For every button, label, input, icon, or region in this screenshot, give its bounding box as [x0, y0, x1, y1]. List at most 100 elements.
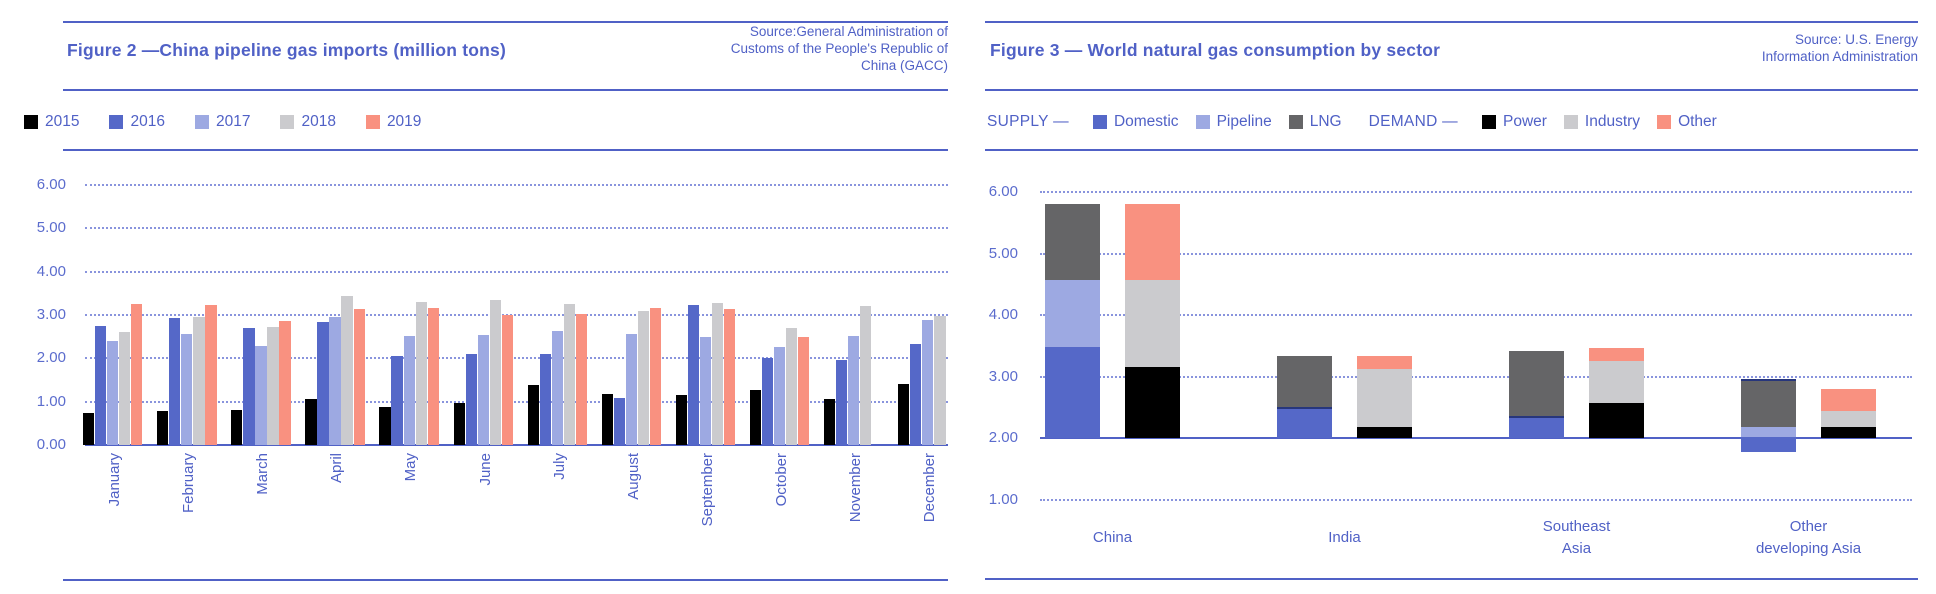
bar-2018-February [193, 316, 205, 445]
bar-2018-March [267, 327, 279, 445]
bar-2019-January [131, 304, 143, 445]
figure3-axis-line [1040, 437, 1912, 439]
figure2-top-rule [63, 21, 948, 23]
figure3-y-tick-label: 6.00 [988, 183, 1018, 200]
segment-Industry-China-demand [1125, 279, 1180, 368]
bar-2016-October [761, 358, 774, 445]
legend-swatch-2018 [280, 115, 295, 129]
figure3-title-rule [985, 89, 1918, 91]
legend-group-label: SUPPLY — [987, 113, 1069, 130]
category-label-Other developing Asia: Other developing Asia [1755, 518, 1862, 557]
legend-item-LNG: LNG [1288, 113, 1342, 131]
segment-Power-Southeast Asia-demand [1589, 402, 1644, 438]
segment-Power-Other developing Asia-demand [1821, 426, 1876, 438]
bar-2019-February [205, 305, 217, 445]
bar-2015-October [749, 389, 762, 445]
bar-2018-November [860, 305, 872, 445]
month-label-October: October [772, 453, 790, 507]
figure3-gridline [1040, 314, 1912, 316]
segment-LNG-India-supply [1277, 356, 1332, 408]
legend-label-Other: Other [1678, 113, 1717, 130]
figure3-gridline [1040, 498, 1912, 501]
bar-2018-June [489, 299, 501, 445]
legend-item-Other: Other [1657, 113, 1717, 131]
month-label-December: December [921, 453, 939, 523]
bar-2016-February [169, 318, 181, 445]
month-label-February: February [180, 453, 198, 514]
bar-2018-July [563, 303, 576, 445]
bar-2019-August [649, 308, 662, 445]
month-label-March: March [254, 453, 272, 495]
bar-2018-May [415, 302, 427, 445]
segment-Domestic-Other developing Asia-supply [1741, 436, 1796, 453]
figure3-top-rule [985, 21, 1918, 23]
legend-label-Industry: Industry [1584, 113, 1641, 130]
figure2-gridline [85, 400, 948, 403]
bar-2017-April [329, 317, 341, 445]
figure3-gridline [1040, 375, 1912, 378]
bar-2017-August [625, 334, 638, 445]
legend-label-Pipeline: Pipeline [1216, 113, 1272, 130]
legend-swatch-2019 [365, 115, 380, 129]
figure3-y-tick-label: 1.00 [988, 490, 1018, 508]
bar-2017-February [181, 333, 193, 445]
legend-item-2016: 2016 [109, 113, 165, 131]
figure2-gridline [85, 357, 948, 360]
figure2-gridline [85, 314, 948, 316]
bar-2017-March [255, 346, 267, 445]
bar-2019-May [427, 307, 439, 445]
bar-2018-October [786, 328, 798, 445]
legend-swatch-2015 [24, 115, 38, 129]
bar-2018-April [341, 295, 353, 445]
bar-2015-January [83, 412, 95, 445]
bar-2016-April [317, 322, 329, 445]
legend-label-2015: 2015 [45, 113, 80, 130]
legend-swatch-Other [1657, 115, 1672, 129]
category-label-Southeast Asia: Southeast Asia [1542, 518, 1611, 557]
bar-2018-December [934, 316, 946, 445]
bar-2017-July [551, 331, 563, 445]
legend-swatch-Power [1481, 115, 1496, 129]
bar-2015-June [453, 403, 465, 445]
segment-LNG-China-supply [1045, 204, 1100, 280]
bar-2019-April [353, 308, 365, 445]
legend-label-Power: Power [1502, 113, 1547, 130]
figure2-x-axis-line [85, 444, 948, 446]
legend-item-Domestic: Domestic [1092, 113, 1179, 131]
segment-Other-India-demand [1357, 356, 1412, 370]
legend-swatch-LNG [1288, 115, 1303, 129]
segment-Power-India-demand [1357, 426, 1412, 438]
bar-2018-September [711, 303, 724, 445]
bar-2015-March [231, 410, 243, 445]
legend-item-Industry: Industry [1563, 113, 1641, 131]
figure3-y-tick-label: 2.00 [988, 429, 1018, 446]
segment-Other-Other developing Asia-demand [1821, 388, 1876, 411]
bar-2016-July [539, 354, 551, 445]
figure3-title: Figure 3 — World natural gas consumption… [990, 40, 1441, 60]
bar-2017-May [403, 335, 415, 445]
legend-label-2018: 2018 [301, 113, 336, 130]
bar-2017-June [477, 334, 489, 445]
month-label-July: July [550, 453, 568, 480]
legend-swatch-2016 [109, 115, 124, 129]
bar-2016-May [391, 355, 403, 445]
bar-2019-June [501, 314, 513, 445]
figure2-gridline [85, 227, 948, 230]
legend-label-Domestic: Domestic [1113, 113, 1179, 130]
figure2-source: Source:General Administration of Customs… [730, 24, 948, 73]
segment-Pipeline-Other developing Asia-supply [1741, 426, 1796, 437]
segment-Pipeline-China-supply [1045, 279, 1100, 347]
segment-Domestic-China-supply [1045, 346, 1100, 438]
legend-item-2015: 2015 [24, 113, 79, 131]
legend-label-2016: 2016 [130, 113, 165, 130]
figure2-legend-rule [63, 149, 948, 151]
figure2-y-tick-label: 6.00 [36, 176, 66, 194]
bar-2015-September [675, 394, 688, 445]
month-label-September: September [698, 453, 716, 527]
legend-group-label: DEMAND — [1368, 113, 1458, 130]
legend-swatch-2017 [194, 115, 209, 129]
segment-Other-China-demand [1125, 204, 1180, 280]
figure3-y-tick-label: 3.00 [988, 367, 1018, 385]
